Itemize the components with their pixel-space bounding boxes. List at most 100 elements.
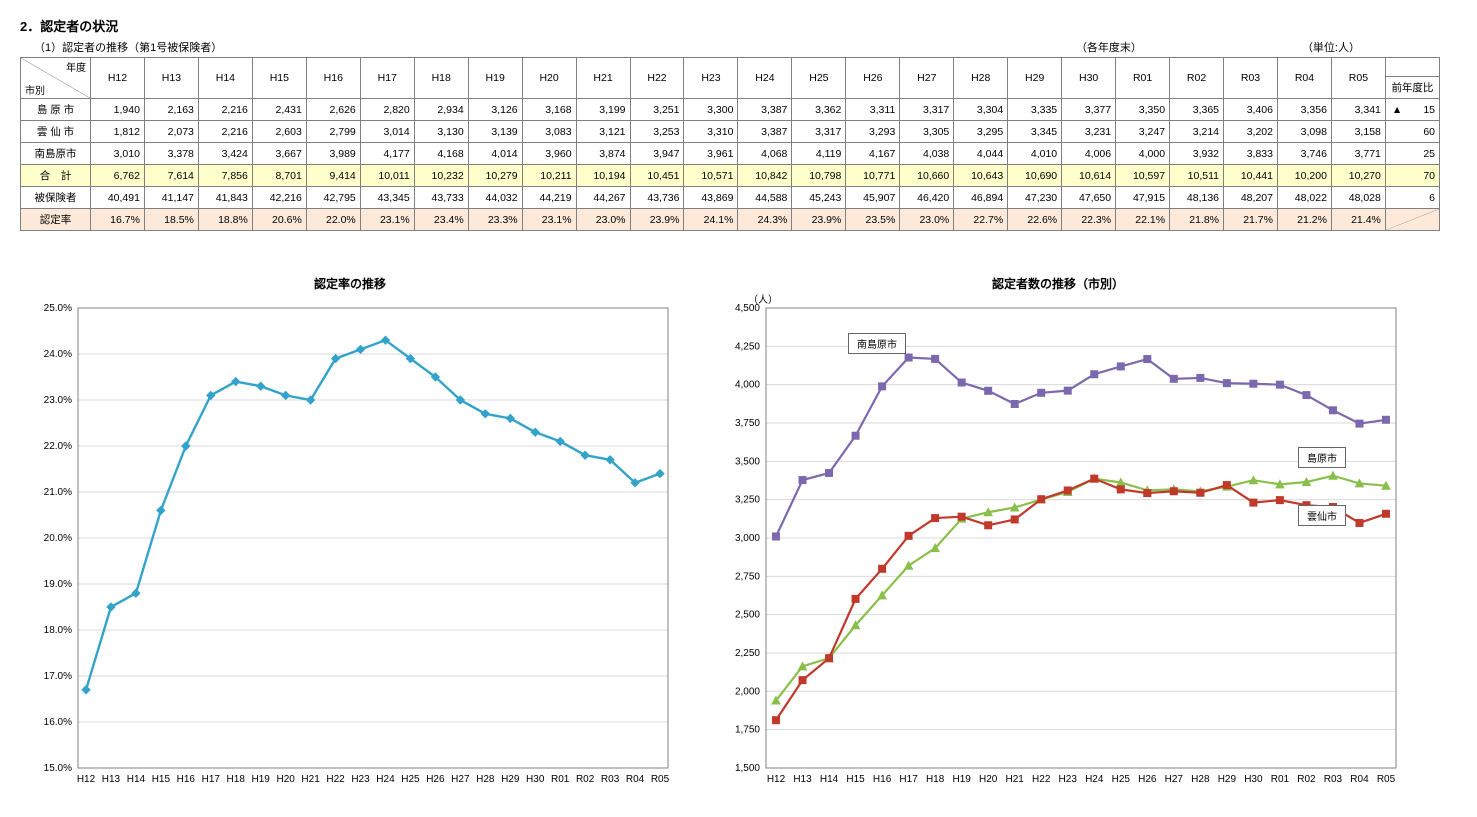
cell: 3,387 <box>738 121 792 143</box>
cell: 3,130 <box>414 121 468 143</box>
cell: 10,011 <box>360 165 414 187</box>
cell: 20.6% <box>252 209 306 231</box>
cell: 48,207 <box>1224 187 1278 209</box>
cell: 3,771 <box>1331 143 1385 165</box>
cell: 42,216 <box>252 187 306 209</box>
cell: 3,833 <box>1224 143 1278 165</box>
cell: 2,216 <box>198 121 252 143</box>
cell: 3,746 <box>1277 143 1331 165</box>
cell: 8,701 <box>252 165 306 187</box>
svg-text:H18: H18 <box>926 774 945 785</box>
svg-text:H19: H19 <box>252 774 271 785</box>
cell: 41,843 <box>198 187 252 209</box>
svg-text:H15: H15 <box>846 774 865 785</box>
svg-text:H18: H18 <box>227 774 246 785</box>
svg-text:R03: R03 <box>1324 774 1343 785</box>
table-body: 島 原 市1,9402,1632,2162,4312,6262,8202,934… <box>21 99 1440 231</box>
svg-text:15.0%: 15.0% <box>44 763 72 774</box>
cell: 3,350 <box>1116 99 1170 121</box>
cell: 10,660 <box>900 165 954 187</box>
svg-text:H27: H27 <box>451 774 470 785</box>
svg-text:H28: H28 <box>1191 774 1210 785</box>
col-header: H26 <box>846 58 900 99</box>
cell: 3,010 <box>91 143 145 165</box>
cell: 47,650 <box>1062 187 1116 209</box>
cell: 48,136 <box>1170 187 1224 209</box>
diff-cell: 70 <box>1385 165 1439 187</box>
row-label: 南島原市 <box>21 143 91 165</box>
cell: 21.2% <box>1277 209 1331 231</box>
svg-text:H22: H22 <box>1032 774 1051 785</box>
svg-text:H25: H25 <box>401 774 420 785</box>
cell: 3,305 <box>900 121 954 143</box>
cell: 2,934 <box>414 99 468 121</box>
svg-text:3,000: 3,000 <box>735 533 760 544</box>
svg-text:H24: H24 <box>376 774 395 785</box>
table-row: 島 原 市1,9402,1632,2162,4312,6262,8202,934… <box>21 99 1440 121</box>
col-header: R04 <box>1277 58 1331 99</box>
cell: 10,511 <box>1170 165 1224 187</box>
cell: 10,690 <box>1008 165 1062 187</box>
cell: 21.4% <box>1331 209 1385 231</box>
cell: 2,216 <box>198 99 252 121</box>
cell: 44,032 <box>468 187 522 209</box>
svg-text:H14: H14 <box>820 774 839 785</box>
cell: 22.3% <box>1062 209 1116 231</box>
svg-text:H17: H17 <box>899 774 918 785</box>
col-header: H19 <box>468 58 522 99</box>
cell: 3,126 <box>468 99 522 121</box>
cell: 4,044 <box>954 143 1008 165</box>
chart2-svg: 1,5001,7502,0002,2502,5002,7503,0003,250… <box>708 298 1408 798</box>
cell: 22.1% <box>1116 209 1170 231</box>
svg-text:H24: H24 <box>1085 774 1104 785</box>
cell: 3,874 <box>576 143 630 165</box>
cell: 3,253 <box>630 121 684 143</box>
subtitle-row: （1）認定者の推移（第1号被保険者） （各年度末） （単位:人） <box>20 39 1440 55</box>
cell: 3,406 <box>1224 99 1278 121</box>
col-header: H18 <box>414 58 468 99</box>
cell: 24.3% <box>738 209 792 231</box>
cell: 2,163 <box>144 99 198 121</box>
legend-box: 島原市 <box>1298 447 1346 468</box>
cell: 3,317 <box>900 99 954 121</box>
svg-text:H30: H30 <box>1244 774 1263 785</box>
cell: 3,387 <box>738 99 792 121</box>
svg-text:H13: H13 <box>793 774 812 785</box>
cell: 43,345 <box>360 187 414 209</box>
cell: 46,420 <box>900 187 954 209</box>
table-row: 合 計6,7627,6147,8568,7019,41410,01110,232… <box>21 165 1440 187</box>
cell: 10,614 <box>1062 165 1116 187</box>
cell: 3,304 <box>954 99 1008 121</box>
col-header: H30 <box>1062 58 1116 99</box>
cell: 2,431 <box>252 99 306 121</box>
chart-city: 認定者数の推移（市別） （人） 1,5001,7502,0002,2502,50… <box>708 275 1408 798</box>
cell: 1,812 <box>91 121 145 143</box>
col-header: R05 <box>1331 58 1385 99</box>
cell: 3,214 <box>1170 121 1224 143</box>
col-header: H27 <box>900 58 954 99</box>
svg-text:H25: H25 <box>1112 774 1131 785</box>
cell: 3,960 <box>522 143 576 165</box>
cell: 23.4% <box>414 209 468 231</box>
table-row: 認定率16.7%18.5%18.8%20.6%22.0%23.1%23.4%23… <box>21 209 1440 231</box>
legend-box: 雲仙市 <box>1298 505 1346 526</box>
col-header: H17 <box>360 58 414 99</box>
cell: 3,121 <box>576 121 630 143</box>
svg-text:H23: H23 <box>1059 774 1078 785</box>
cell: 10,441 <box>1224 165 1278 187</box>
cell: 21.7% <box>1224 209 1278 231</box>
header-diag-bot: 市別 <box>25 82 45 97</box>
cell: 7,856 <box>198 165 252 187</box>
cell: 4,177 <box>360 143 414 165</box>
col-header: H22 <box>630 58 684 99</box>
header-diag-top: 年度 <box>66 59 86 74</box>
col-header: H25 <box>792 58 846 99</box>
cell: 3,139 <box>468 121 522 143</box>
cell: 43,733 <box>414 187 468 209</box>
svg-text:H12: H12 <box>77 774 96 785</box>
col-header: R03 <box>1224 58 1278 99</box>
cell: 3,667 <box>252 143 306 165</box>
chart1-title: 認定率の推移 <box>20 275 680 292</box>
cell: 48,028 <box>1331 187 1385 209</box>
svg-text:22.0%: 22.0% <box>44 441 72 452</box>
